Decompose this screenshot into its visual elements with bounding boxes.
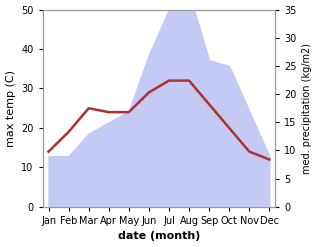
X-axis label: date (month): date (month)	[118, 231, 200, 242]
Y-axis label: med. precipitation (kg/m2): med. precipitation (kg/m2)	[302, 43, 313, 174]
Y-axis label: max temp (C): max temp (C)	[5, 70, 16, 147]
